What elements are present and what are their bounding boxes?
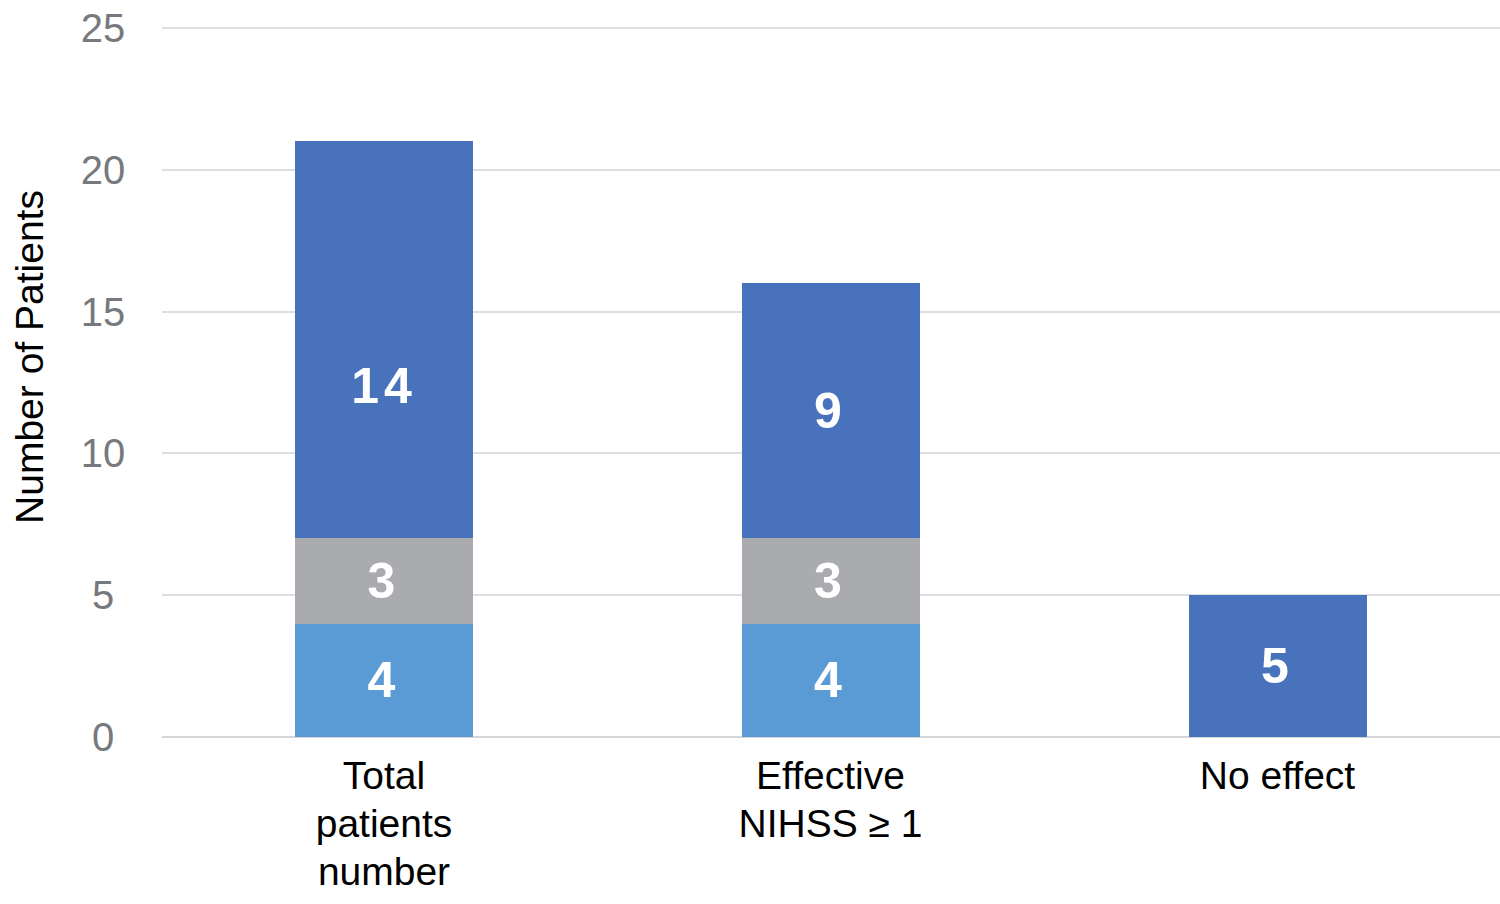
y-tick-label: 20 bbox=[23, 146, 183, 194]
y-tick-label: 10 bbox=[23, 429, 183, 477]
bar-segment-label: 5 bbox=[1178, 636, 1378, 696]
bar-segment bbox=[295, 141, 473, 538]
gridline bbox=[162, 27, 1500, 29]
y-tick-label: 15 bbox=[23, 288, 183, 336]
y-tick-label: 5 bbox=[23, 571, 183, 619]
bar-segment-label: 9 bbox=[731, 381, 931, 441]
x-category-label: No effect bbox=[1108, 752, 1448, 800]
y-tick-label: 25 bbox=[23, 4, 183, 52]
y-tick-label: 0 bbox=[23, 713, 183, 761]
stacked-bar-chart: Number of Patients 05101520254314Total p… bbox=[0, 0, 1500, 904]
bar-segment-label: 4 bbox=[284, 650, 484, 710]
x-category-label: Total patients number bbox=[214, 752, 554, 896]
bar-segment-label: 14 bbox=[284, 356, 484, 416]
bar-segment-label: 3 bbox=[731, 551, 931, 611]
bar-segment-label: 3 bbox=[284, 551, 484, 611]
bar-segment-label: 4 bbox=[731, 650, 931, 710]
x-category-label: Effective NIHSS ≥ 1 bbox=[661, 752, 1001, 848]
